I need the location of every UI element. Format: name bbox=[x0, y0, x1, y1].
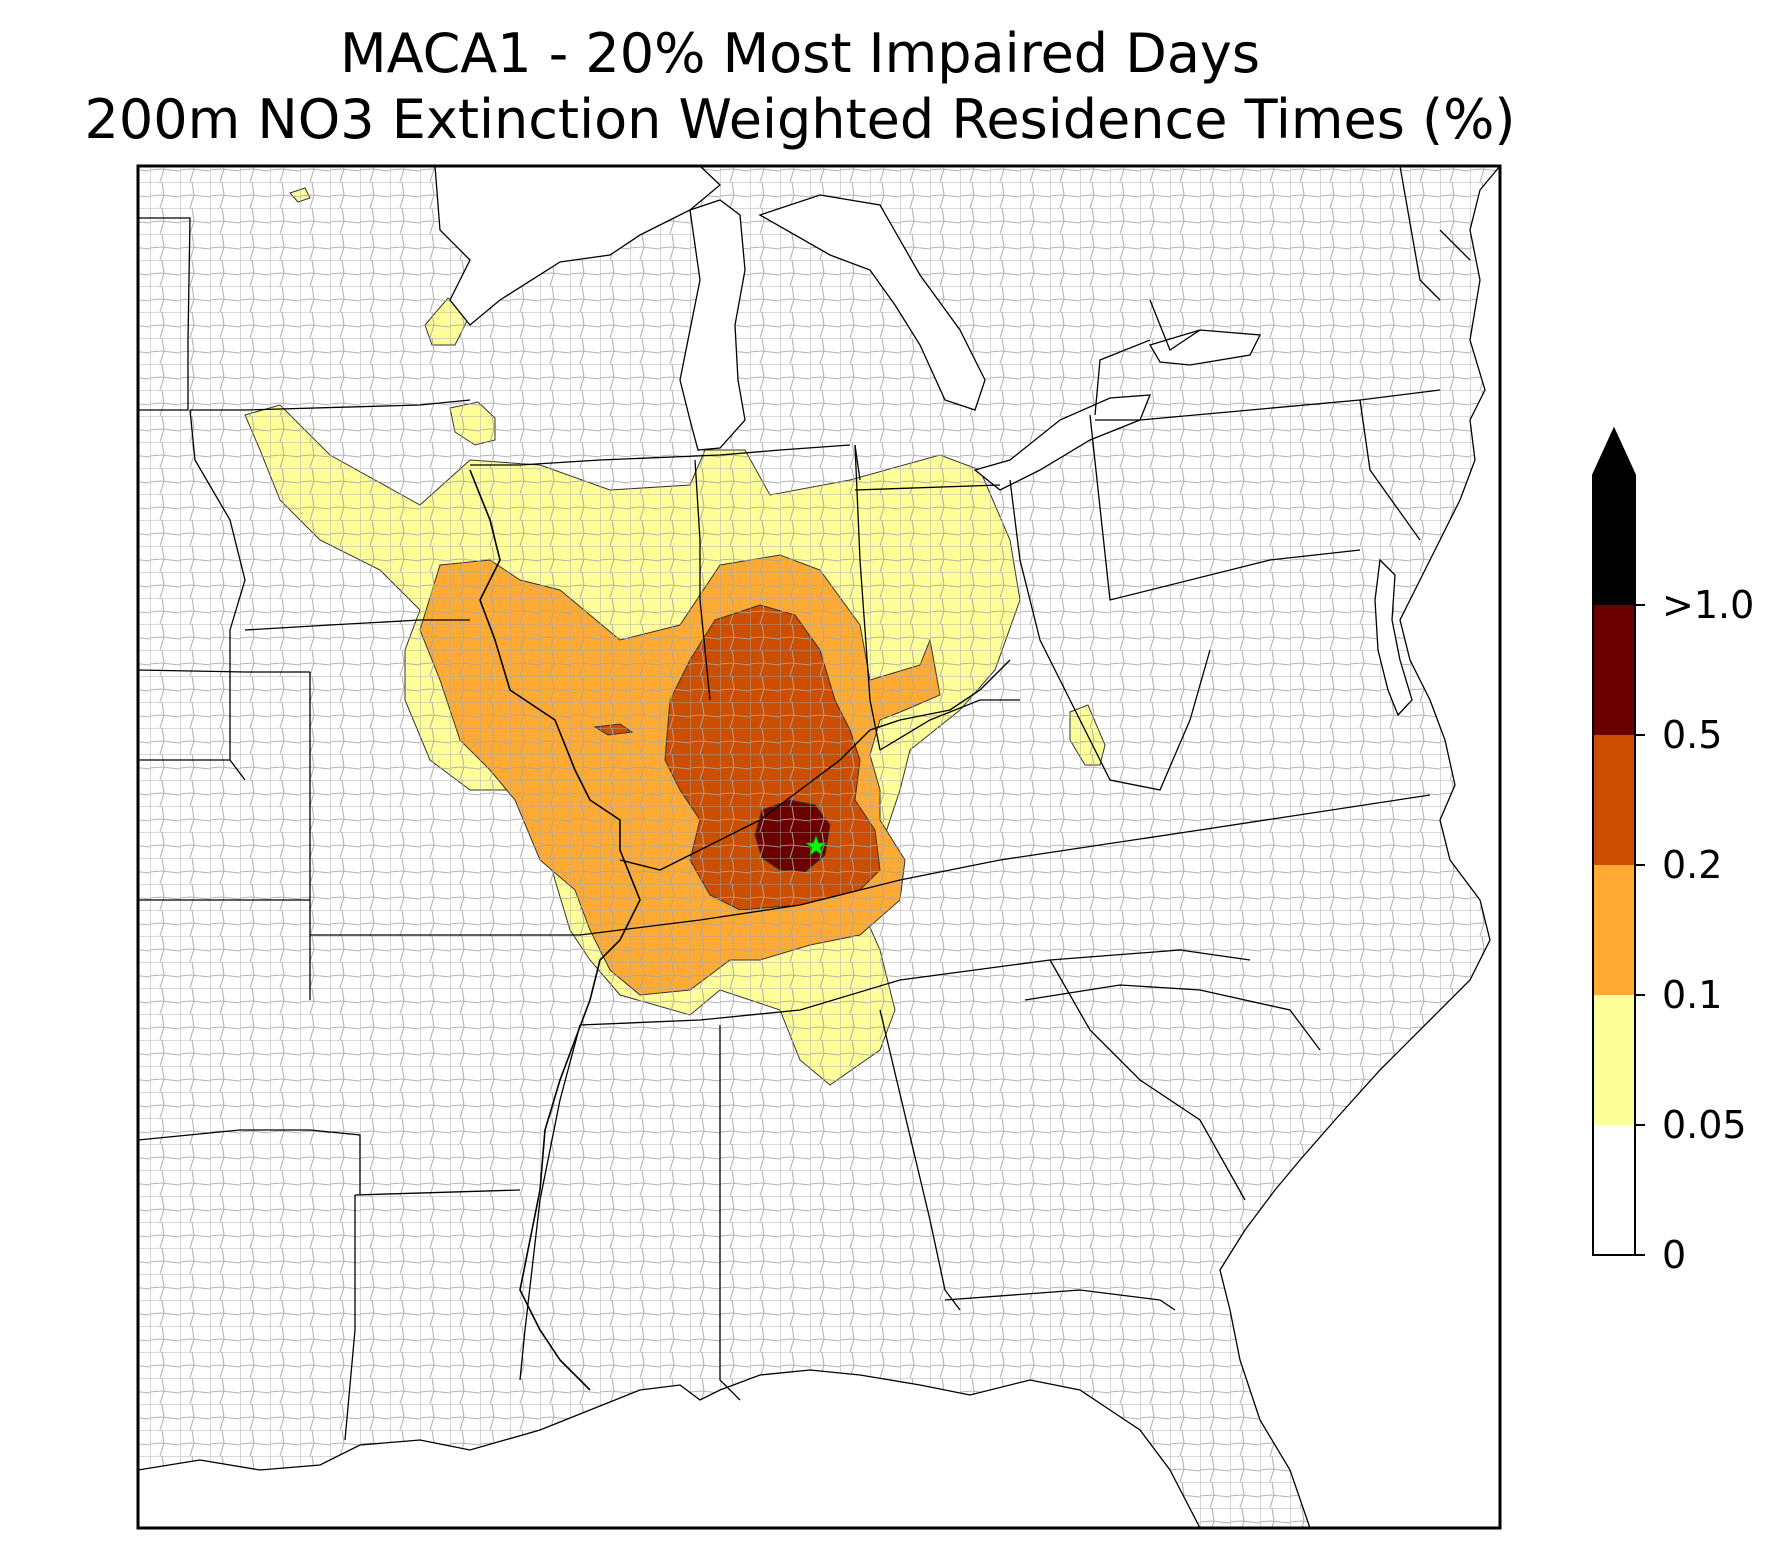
gulf-of-mexico bbox=[138, 1369, 1201, 1528]
lake-superior bbox=[434, 166, 721, 326]
lake-huron bbox=[758, 194, 986, 411]
colorbar-label: 0.1 bbox=[1662, 973, 1723, 1017]
map-title-line2: 200m NO3 Extinction Weighted Residence T… bbox=[84, 88, 1516, 151]
colorbar-label: 0.2 bbox=[1662, 843, 1723, 887]
map-title-line1: MACA1 - 20% Most Impaired Days bbox=[339, 22, 1261, 85]
lake-michigan bbox=[679, 199, 746, 451]
colorbar-bin-2 bbox=[1593, 865, 1635, 995]
lake-erie bbox=[973, 394, 1151, 491]
colorbar-bin-0 bbox=[1593, 1125, 1635, 1255]
colorbar-outline bbox=[1592, 426, 1636, 1256]
colorbar-bin-1 bbox=[1593, 995, 1635, 1125]
colorbar-bin-4 bbox=[1593, 605, 1635, 735]
colorbar-label: 0 bbox=[1662, 1233, 1687, 1277]
atlantic-ocean bbox=[1219, 166, 1500, 1528]
state-boundaries bbox=[138, 166, 1471, 1441]
map-panel bbox=[138, 166, 1500, 1528]
mississippi-river bbox=[469, 469, 641, 1391]
ohio-river bbox=[619, 659, 1011, 871]
colorbar-label: >1.0 bbox=[1662, 583, 1755, 627]
colorbar-bin-top bbox=[1593, 475, 1635, 605]
chesapeake-bay bbox=[1374, 558, 1413, 717]
colorbar-label: 0.5 bbox=[1662, 713, 1723, 757]
colorbar-bin-3 bbox=[1593, 735, 1635, 865]
colorbar-extend-arrow bbox=[1593, 429, 1635, 475]
map-frame bbox=[136, 164, 1502, 1530]
colorbar bbox=[1592, 426, 1645, 1256]
receptor-star-marker bbox=[804, 834, 828, 857]
colorbar-label: 0.05 bbox=[1662, 1103, 1747, 1147]
